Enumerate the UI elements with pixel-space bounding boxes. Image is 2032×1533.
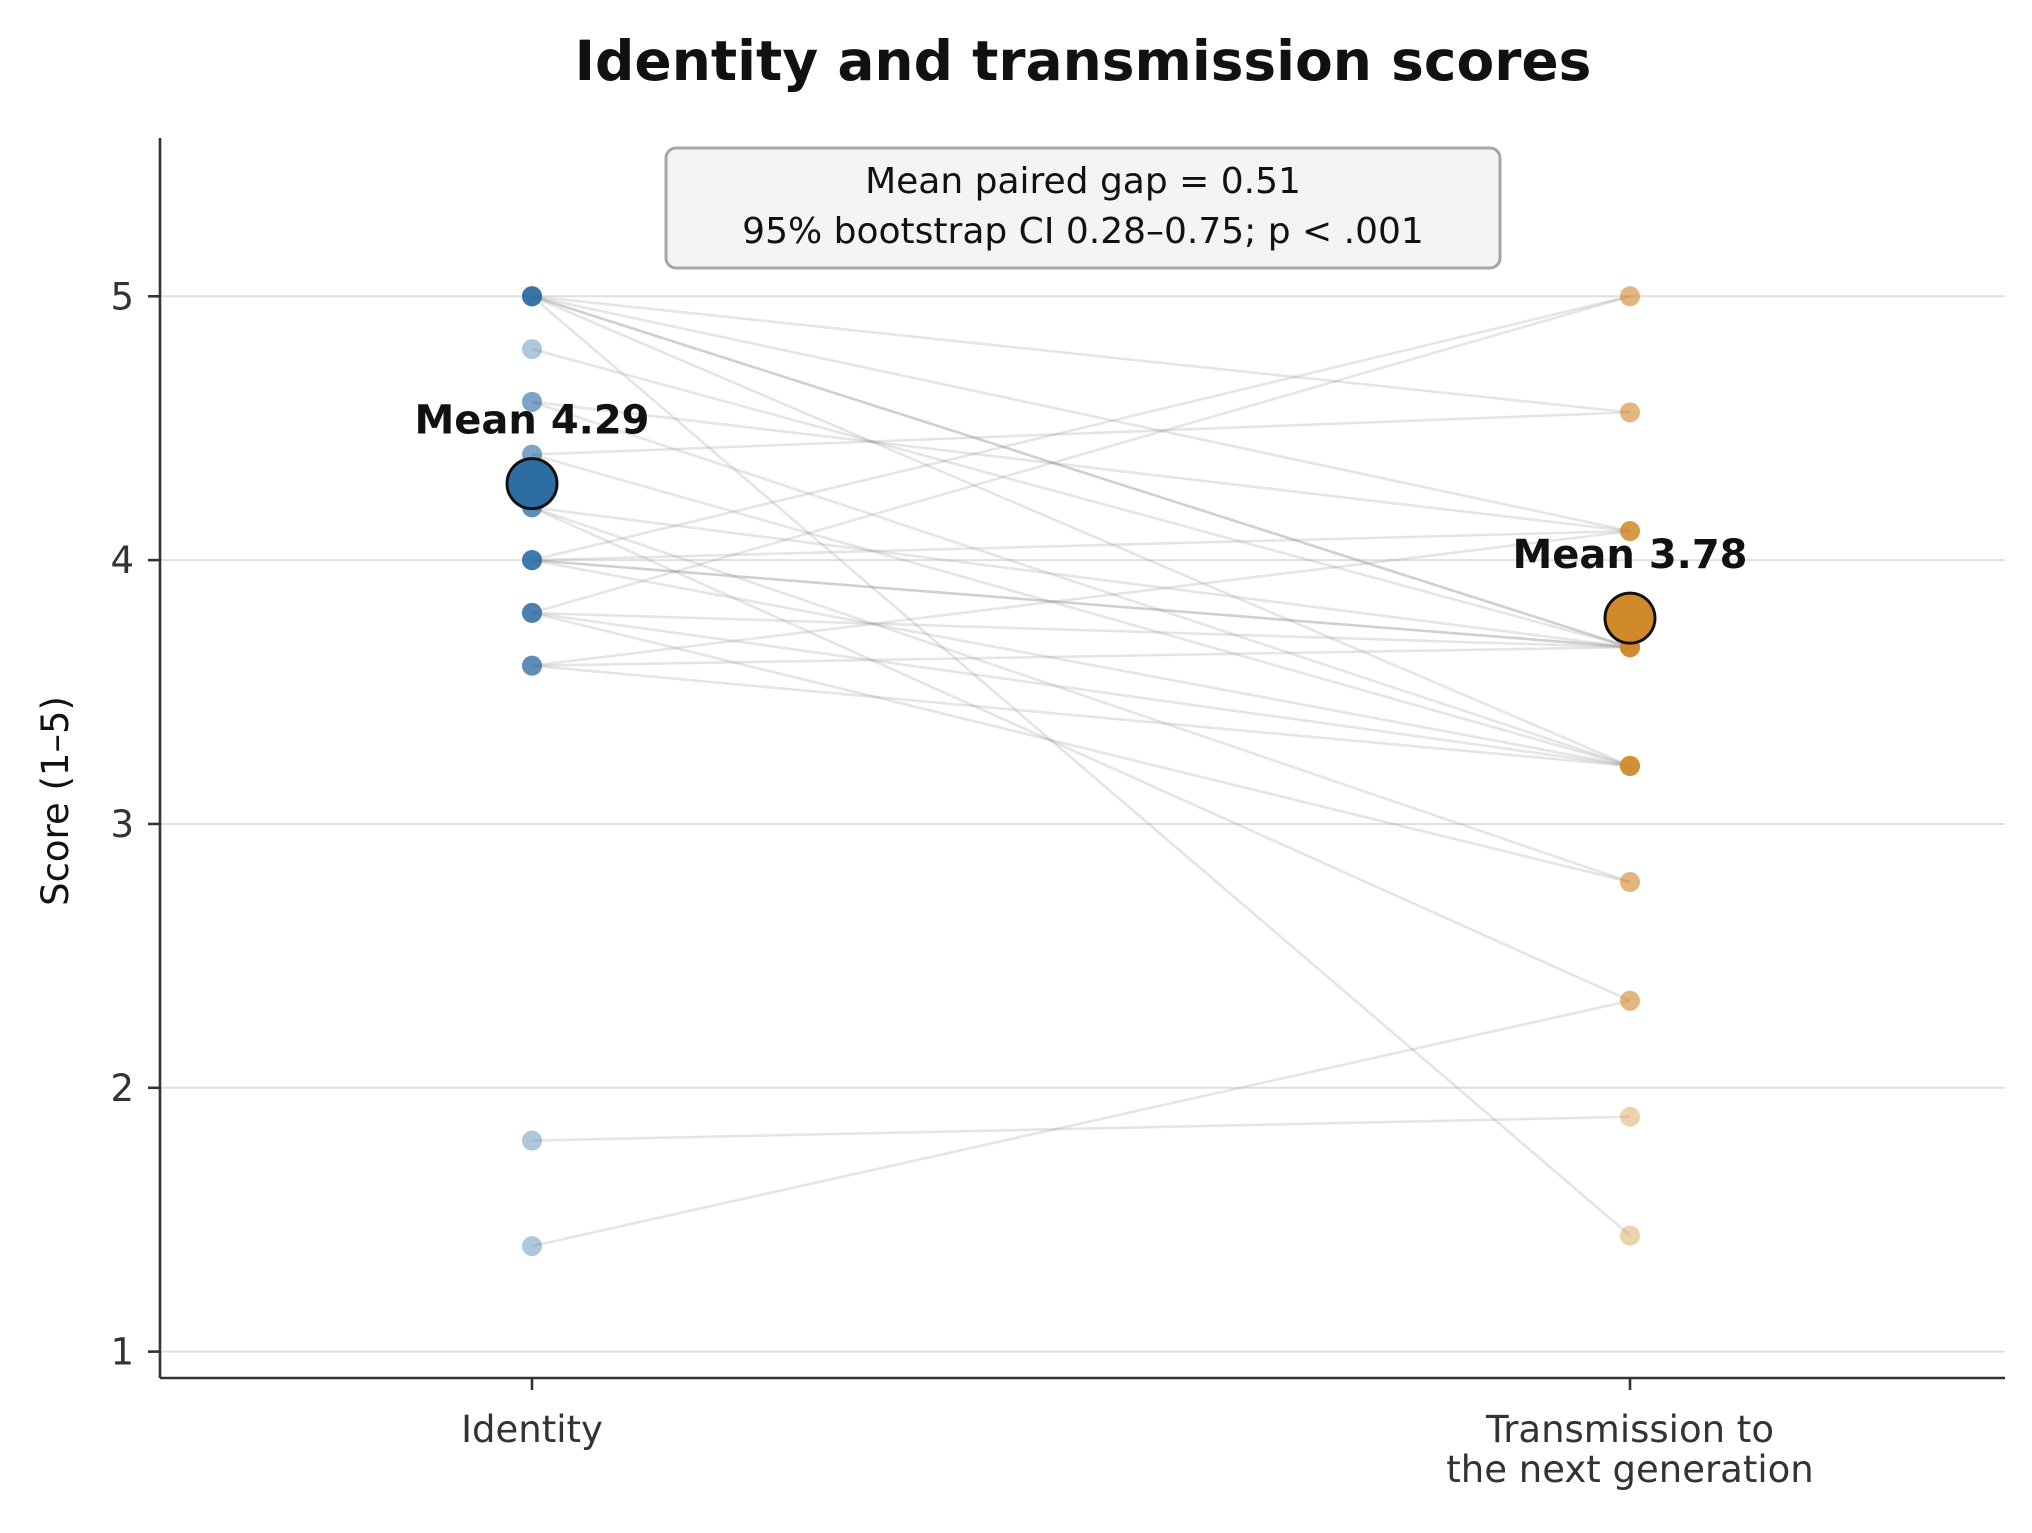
transmission-mean-label: Mean 3.78 (1512, 532, 1747, 578)
identity-point-1 (522, 286, 542, 307)
transmission-point-4 (1620, 755, 1640, 776)
annotation-line-2: 95% bootstrap CI 0.28–0.75; p < .001 (742, 211, 1424, 252)
pair-line-2 (531, 295, 1631, 533)
pair-line-13 (531, 506, 1631, 884)
grid-lines (160, 295, 2005, 1353)
transmission-point-23 (1620, 872, 1640, 892)
identity-point-17 (522, 550, 542, 571)
pair-line-23 (531, 611, 1631, 884)
pair-line-11 (531, 453, 1631, 768)
chart-title: Identity and transmission scores (575, 29, 1592, 93)
transmission-point-22 (1620, 755, 1640, 776)
transmission-point-26 (1620, 755, 1640, 776)
identity-point-26 (522, 655, 542, 676)
identity-point-22 (522, 602, 542, 623)
identity-point-15 (522, 550, 542, 571)
mean-markers: Mean 4.29 Mean 3.78 (414, 398, 1748, 645)
identity-point-2 (522, 286, 542, 307)
pair-lines (531, 295, 1631, 1248)
identity-point-6 (522, 286, 542, 307)
pair-line-19 (531, 558, 1631, 649)
transmission-point-15 (1620, 521, 1640, 542)
identity-point-3 (522, 286, 542, 307)
pair-line-7 (531, 347, 1631, 649)
identity-point-5 (522, 286, 542, 307)
y-axis-label: Score (1–5) (34, 696, 77, 906)
transmission-point-21 (1620, 286, 1640, 307)
identity-point-19 (522, 550, 542, 571)
identity-point-28 (522, 1236, 542, 1257)
pair-line-5 (531, 295, 1631, 649)
pair-line-9 (531, 400, 1631, 768)
pair-line-18 (531, 558, 1631, 768)
transmission-point-10 (1620, 402, 1640, 423)
data-points (522, 286, 1640, 1257)
y-tick-label-1: 1 (110, 1331, 134, 1374)
pair-line-21 (531, 295, 1631, 615)
pair-line-8 (531, 400, 1631, 533)
transmission-point-18 (1620, 755, 1640, 776)
y-tick-label-5: 5 (110, 275, 134, 318)
y-tick-label-4: 4 (110, 539, 134, 582)
pair-line-27 (531, 1115, 1631, 1142)
x-tick-label-2-line-2: the next generation (1446, 1448, 1813, 1491)
y-tick-label-2: 2 (110, 1067, 134, 1110)
pair-line-4 (531, 295, 1631, 768)
annotation-box (664, 146, 1502, 270)
transmission-point-16 (1620, 286, 1640, 307)
pair-line-15 (531, 529, 1631, 562)
annotation: Mean paired gap = 0.51 95% bootstrap CI 0… (664, 146, 1502, 270)
pair-line-28 (531, 999, 1631, 1248)
pair-line-26 (531, 664, 1631, 768)
identity-point-18 (522, 550, 542, 571)
pair-line-3 (531, 295, 1631, 649)
pair-line-22 (531, 611, 1631, 768)
x-tick-label-1-line-1: Identity (461, 1408, 603, 1451)
identity-point-20 (522, 602, 542, 623)
transmission-point-9 (1620, 755, 1640, 776)
identity-point-25 (522, 655, 542, 676)
identity-point-24 (522, 655, 542, 676)
identity-point-27 (522, 1130, 542, 1151)
pair-line-1 (531, 295, 1631, 414)
transmission-point-14 (1620, 990, 1640, 1011)
transmission-point-24 (1620, 521, 1640, 542)
transmission-mean-marker (1603, 591, 1657, 645)
identity-point-21 (522, 602, 542, 623)
identity-point-9 (522, 391, 542, 412)
transmission-point-6 (1620, 1225, 1640, 1246)
transmission-point-1 (1620, 402, 1640, 423)
y-tick-label-3: 3 (110, 803, 134, 846)
pair-line-24 (531, 529, 1631, 667)
pair-line-12 (531, 506, 1631, 649)
pair-line-20 (531, 611, 1631, 649)
pair-line-14 (531, 506, 1631, 1002)
identity-point-7 (522, 339, 542, 360)
annotation-line-1: Mean paired gap = 0.51 (865, 161, 1301, 202)
transmission-point-28 (1620, 990, 1640, 1011)
pair-line-25 (531, 645, 1631, 667)
transmission-point-27 (1620, 1106, 1640, 1127)
transmission-point-13 (1620, 872, 1640, 892)
identity-point-16 (522, 550, 542, 571)
identity-point-4 (522, 286, 542, 307)
identity-mean-marker (505, 457, 559, 511)
transmission-point-11 (1620, 755, 1640, 776)
x-tick-label-2-line-1: Transmission to (1485, 1408, 1774, 1451)
pair-line-17 (531, 558, 1631, 649)
identity-point-8 (522, 391, 542, 412)
transmission-point-2 (1620, 521, 1640, 542)
identity-mean-label: Mean 4.29 (414, 398, 649, 444)
pair-line-6 (531, 295, 1631, 1237)
pair-line-16 (531, 295, 1631, 562)
pair-line-10 (531, 411, 1631, 456)
transmission-point-8 (1620, 521, 1640, 542)
identity-point-23 (522, 602, 542, 623)
